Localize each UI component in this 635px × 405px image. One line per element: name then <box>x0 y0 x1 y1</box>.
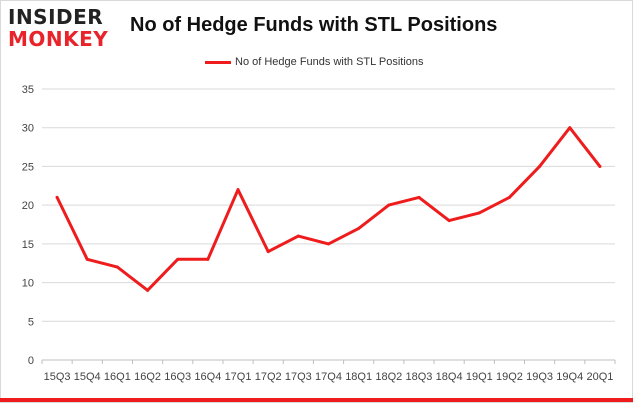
x-tick-label: 16Q1 <box>104 371 131 383</box>
x-tick-label: 18Q4 <box>436 371 463 383</box>
y-tick-label: 30 <box>22 123 34 135</box>
data-point <box>357 226 361 230</box>
data-point <box>85 257 89 261</box>
bottom-accent-bar <box>0 398 633 402</box>
data-point <box>206 257 210 261</box>
y-tick-label: 25 <box>22 161 34 173</box>
logo-text-insider: INSIDER <box>8 5 104 29</box>
x-tick-label: 17Q3 <box>285 371 312 383</box>
data-point <box>266 250 270 254</box>
legend-swatch <box>205 60 231 64</box>
x-tick-label: 16Q2 <box>134 371 161 383</box>
x-tick-label: 15Q4 <box>74 371 101 383</box>
legend-label: No of Hedge Funds with STL Positions <box>235 56 424 68</box>
data-point <box>55 195 59 199</box>
gridlines <box>42 88 615 322</box>
y-tick-label: 5 <box>28 316 34 328</box>
x-tick-label: 18Q3 <box>406 371 433 383</box>
data-point <box>598 164 602 168</box>
data-point <box>447 219 451 223</box>
data-point <box>387 203 391 207</box>
data-point <box>176 257 180 261</box>
x-tick-label: 18Q1 <box>345 371 372 383</box>
x-tick-label: 17Q4 <box>315 371 342 383</box>
x-tick-label: 15Q3 <box>44 371 71 383</box>
chart-title: No of Hedge Funds with STL Positions <box>130 14 498 36</box>
data-point <box>115 265 119 269</box>
x-tick-label: 19Q2 <box>496 371 523 383</box>
x-tick-label: 19Q1 <box>466 371 493 383</box>
x-tick-label: 17Q2 <box>255 371 282 383</box>
x-tick-label: 19Q4 <box>556 371 583 383</box>
data-point <box>327 242 330 246</box>
data-point <box>538 164 542 168</box>
data-point <box>417 195 421 199</box>
data-point <box>296 234 300 238</box>
data-point <box>568 126 572 130</box>
data-point <box>236 188 240 192</box>
data-point <box>146 288 150 292</box>
x-tick-label: 16Q4 <box>194 371 221 383</box>
insider-monkey-logo: INSIDER MONKEY <box>8 6 118 56</box>
y-tick-label: 20 <box>22 200 34 212</box>
x-tick-label: 18Q2 <box>375 371 402 383</box>
logo-text-monkey: MONKEY <box>8 27 109 51</box>
y-tick-label: 35 <box>22 84 34 96</box>
series-line <box>55 126 602 292</box>
data-point <box>477 211 481 215</box>
chart-legend: No of Hedge Funds with STL Positions <box>205 55 424 69</box>
x-axis-ticks: 15Q3 15Q4 16Q1 16Q2 16Q3 16Q4 17Q1 17Q2 17Q3 17Q4… <box>41 360 616 383</box>
y-axis-ticks: 0 5 10 15 20 25 30 35 <box>22 84 34 367</box>
x-tick-label: 17Q1 <box>225 371 252 383</box>
data-point <box>507 195 511 199</box>
x-tick-label: 20Q1 <box>586 371 613 383</box>
x-tick-label: 19Q3 <box>526 371 553 383</box>
x-tick-label: 16Q3 <box>164 371 191 383</box>
y-tick-label: 10 <box>22 278 34 290</box>
y-tick-label: 15 <box>22 239 34 251</box>
y-tick-label: 0 <box>28 355 34 367</box>
series-layer <box>55 126 602 292</box>
